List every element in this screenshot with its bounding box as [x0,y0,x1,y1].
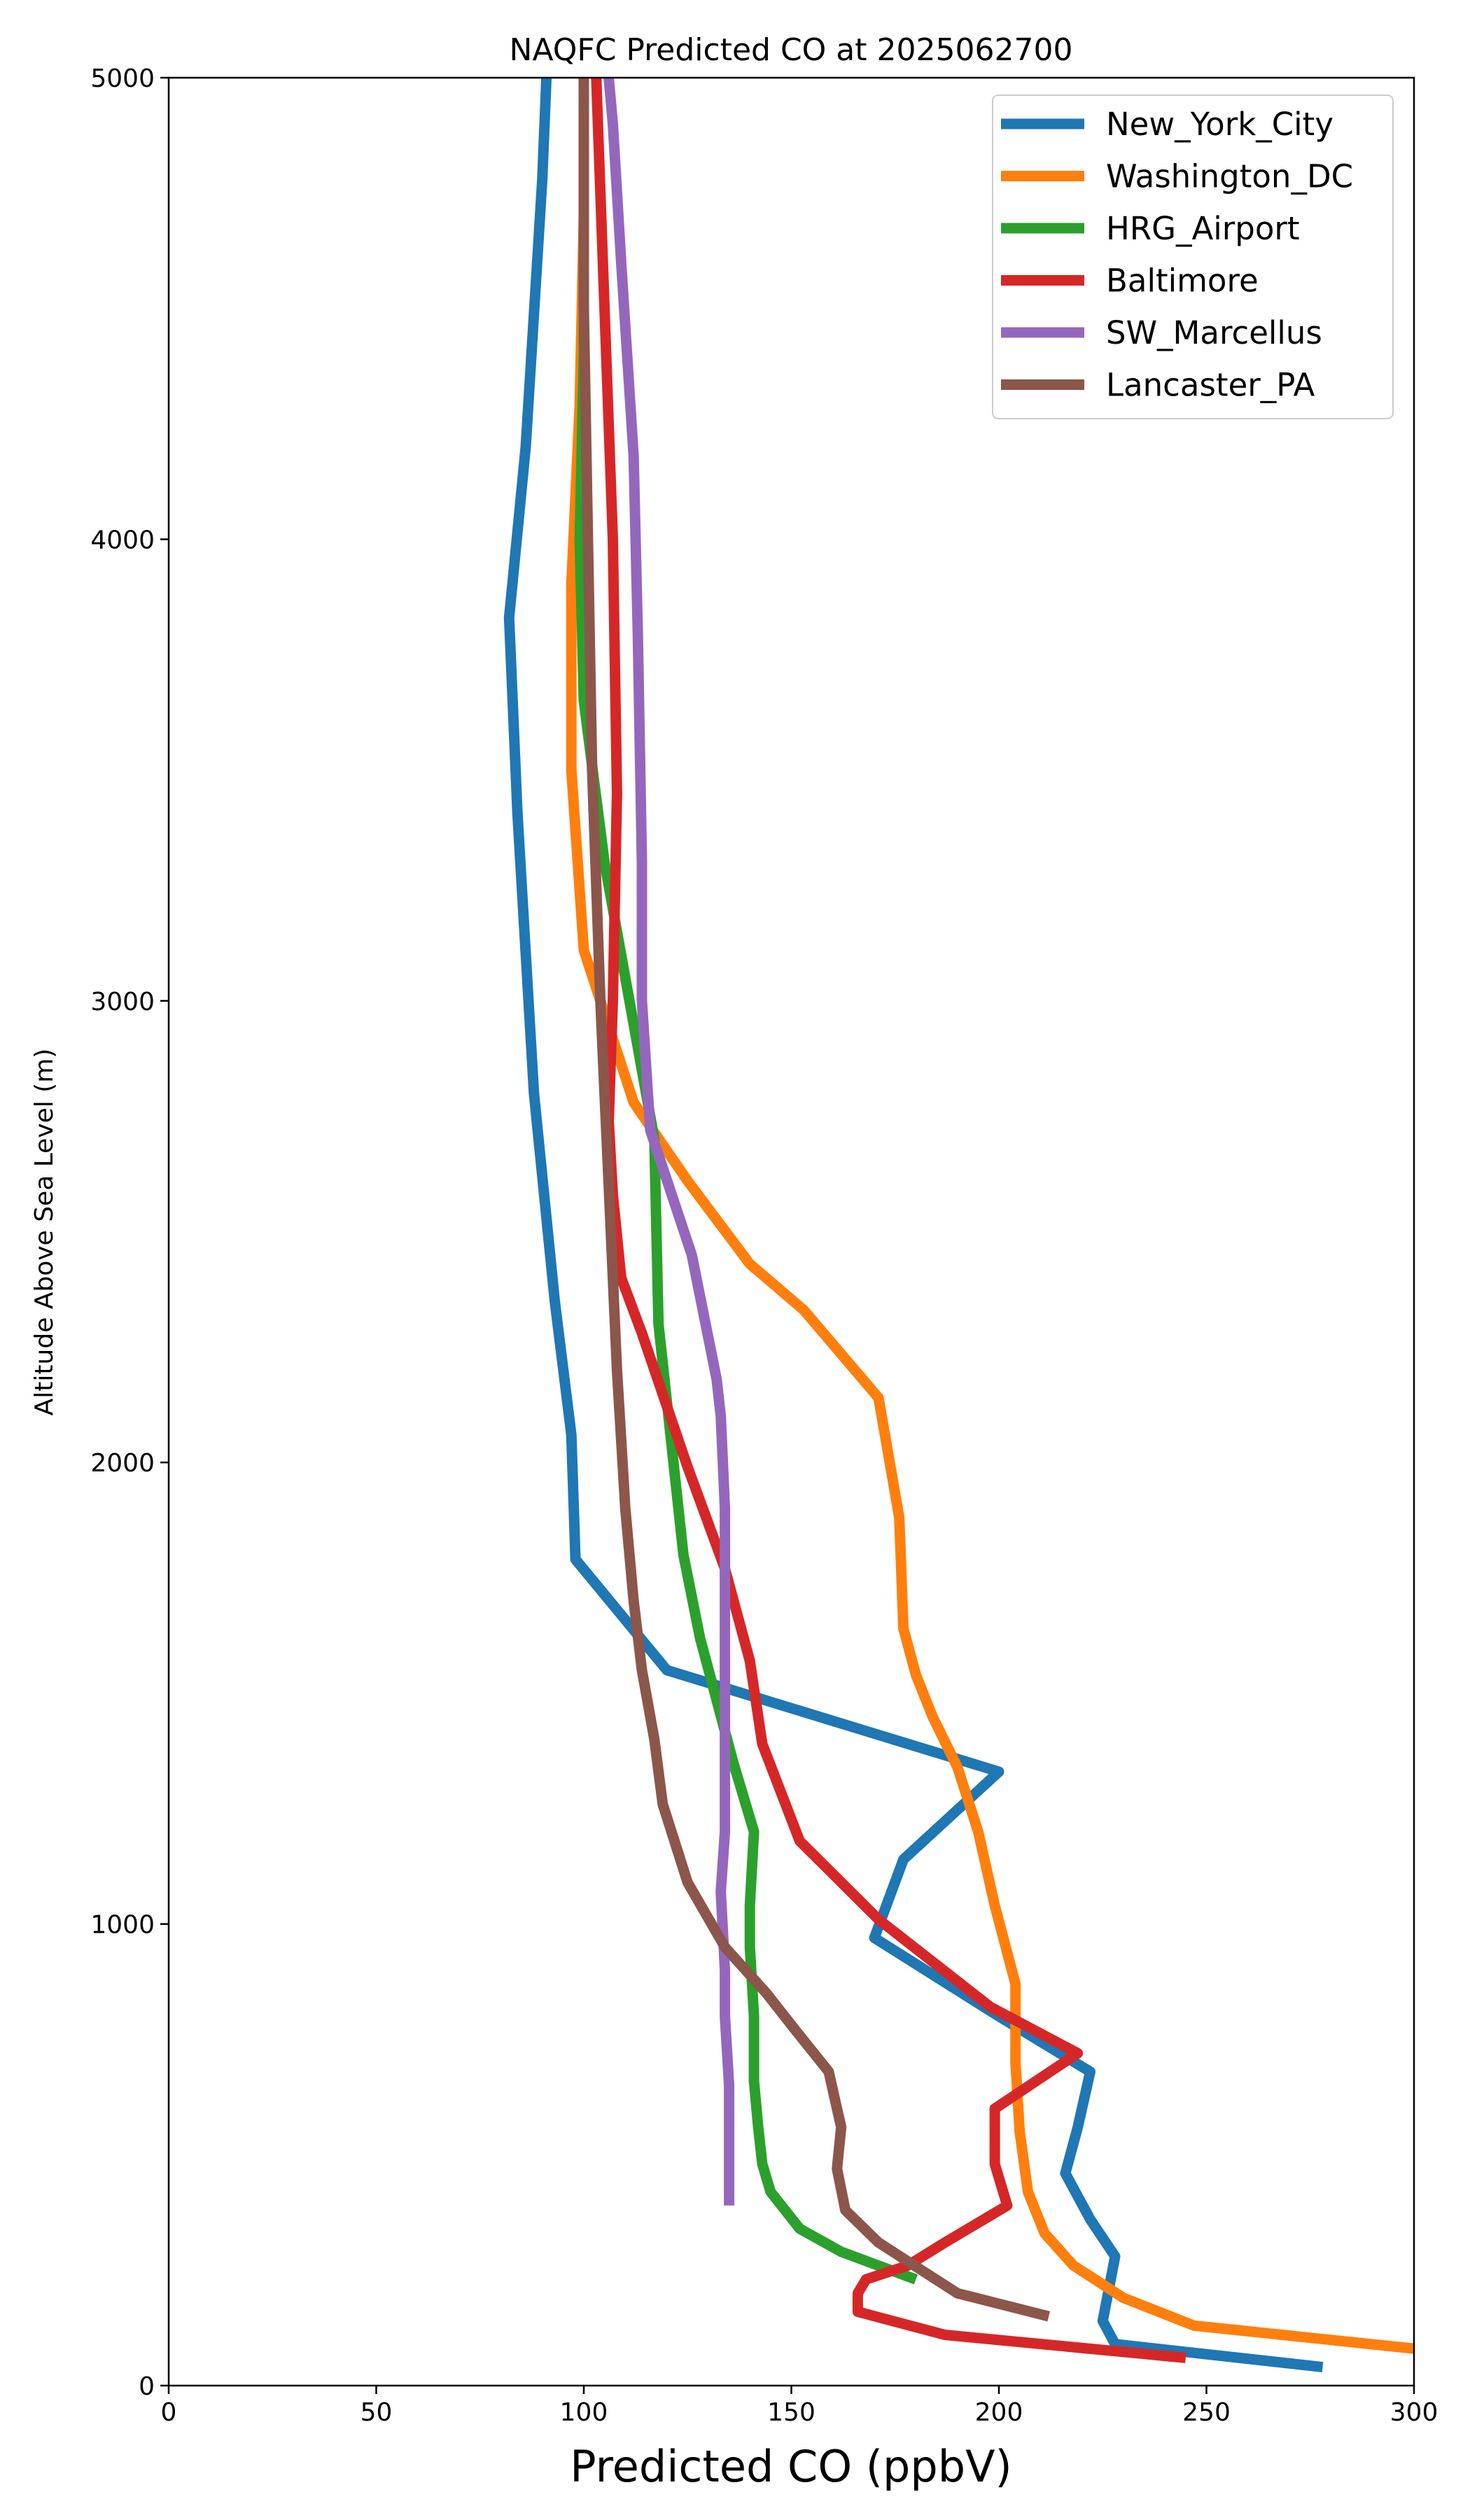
legend-label: New_York_City [1106,106,1334,143]
x-axis-label: Predicted CO (ppbV) [570,2441,1011,2492]
x-axis-ticks: 0 50 100 150 200 250 300 [161,2386,1438,2427]
legend: New_York_City Washington_DC HRG_Airport Bal… [992,94,1394,419]
series-layer [503,78,1414,2373]
x-tick-label: 100 [560,2398,608,2427]
x-tick-label: 0 [161,2398,177,2427]
x-tick-label: 300 [1390,2398,1438,2427]
y-tick-label: 0 [139,2372,155,2401]
x-tick-label: 150 [767,2398,816,2427]
legend-frame [992,94,1394,419]
y-tick-label: 3000 [90,988,155,1016]
series-line-lancaster-pa [578,78,1051,2322]
series-line-washington-dc [566,78,1414,2354]
chart-title: NAQFC Predicted CO at 2025062700 [510,32,1073,68]
y-tick-label: 1000 [90,1911,155,1940]
x-tick-label: 50 [360,2398,393,2427]
legend-label: HRG_Airport [1106,210,1300,247]
y-tick-label: 5000 [90,64,155,93]
series-line-sw-marcellus [603,78,735,2206]
y-axis-label: Altitude Above Sea Level (m) [30,1049,59,1416]
series-line-new-york-city [503,78,1324,2373]
legend-label: SW_Marcellus [1106,314,1322,351]
legend-label: Washington_DC [1106,158,1353,195]
x-tick-label: 200 [975,2398,1023,2427]
y-tick-label: 4000 [90,526,155,554]
y-tick-label: 2000 [90,1449,155,1478]
series-line-hrg-airport [574,78,918,2285]
legend-label: Lancaster_PA [1106,367,1315,404]
legend-label: Baltimore [1106,262,1259,300]
x-tick-label: 250 [1182,2398,1231,2427]
y-axis-ticks: 0 1000 2000 3000 4000 5000 [90,64,169,2401]
series-line-baltimore [591,78,1186,2363]
